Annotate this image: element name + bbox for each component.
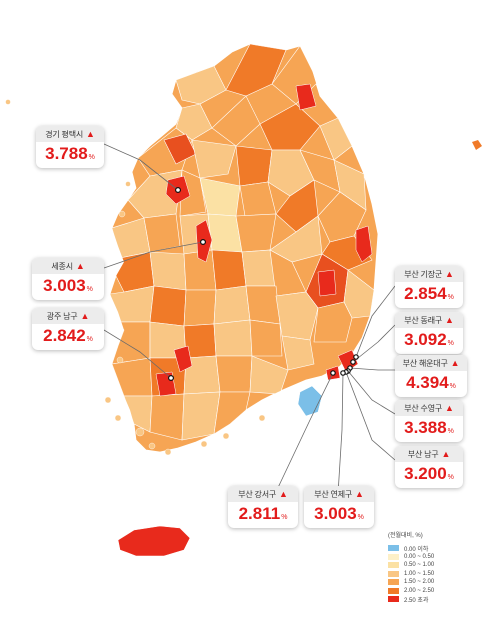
legend-swatch: [388, 545, 399, 552]
callout-region: 부산 강서구: [238, 490, 277, 499]
callout-busan-namgu: 부산 남구 ▲ 3.200%: [395, 446, 463, 488]
callout-busan-haeundae: 부산 해운대구 ▲ 4.394%: [395, 355, 467, 397]
legend-item: 1.50 ~ 2.00: [388, 578, 484, 587]
callout-value: 2.811: [238, 504, 281, 523]
up-arrow-icon: ▲: [86, 129, 95, 139]
up-arrow-icon: ▲: [441, 449, 451, 459]
callout-value: 3.092: [404, 330, 447, 349]
islands: [5, 99, 266, 456]
legend-title: (전월대비, %): [388, 533, 423, 539]
up-arrow-icon: ▲: [80, 311, 90, 321]
legend-swatch: [388, 553, 399, 560]
legend-swatch: [388, 587, 399, 594]
legend-swatch: [388, 579, 399, 586]
callout-value: 3.003: [314, 504, 357, 523]
up-arrow-icon: ▲: [445, 403, 454, 413]
legend-item: 2.00 ~ 2.50: [388, 587, 484, 596]
callout-region: 부산 기장군: [404, 270, 443, 279]
callout-value: 2.854: [404, 284, 447, 303]
legend-swatch: [388, 596, 399, 603]
up-arrow-icon: ▲: [279, 489, 288, 499]
callout-sejong: 세종시 ▲ 3.003%: [32, 258, 104, 300]
legend-item: 0.00 ~ 0.50: [388, 553, 484, 562]
callout-region: 부산 수영구: [404, 404, 443, 413]
callout-value: 3.388: [404, 418, 447, 437]
legend-swatch: [388, 570, 399, 577]
legend-item: 2.50 초과: [388, 595, 484, 604]
callout-value: 3.003: [43, 276, 86, 295]
callout-busan-gangseo: 부산 강서구 ▲ 2.811%: [228, 486, 298, 528]
callout-pyeongtaek: 경기 평택시 ▲ 3.788%: [36, 126, 104, 168]
up-arrow-icon: ▲: [75, 261, 85, 271]
legend-item: 0.00 이하: [388, 544, 484, 553]
legend-item: 1.00 ~ 1.50: [388, 570, 484, 579]
up-arrow-icon: ▲: [355, 489, 364, 499]
ulleung-island: [472, 140, 482, 150]
legend-swatch: [388, 562, 399, 569]
callout-value: 3.788: [45, 144, 88, 163]
callout-region: 경기 평택시: [45, 130, 84, 139]
callout-gwangju-namgu: 광주 남구 ▲ 2.842%: [32, 308, 104, 350]
legend-items: 0.00 이하 0.00 ~ 0.50 0.50 ~ 1.00 1.00 ~ 1…: [388, 544, 484, 604]
up-arrow-icon: ▲: [450, 358, 460, 368]
callout-region: 세종시: [51, 262, 73, 271]
callout-region: 광주 남구: [46, 312, 78, 321]
callout-busan-dongnae: 부산 동래구 ▲ 3.092%: [395, 312, 463, 354]
up-arrow-icon: ▲: [445, 269, 454, 279]
callout-value: 2.842: [43, 326, 86, 345]
callout-busan-suyeong: 부산 수영구 ▲ 3.388%: [395, 400, 463, 442]
location-markers: [168, 187, 359, 382]
district-regions: [110, 44, 375, 441]
callout-busan-gijang: 부산 기장군 ▲ 2.854%: [395, 266, 463, 308]
decline-area: [297, 385, 323, 417]
callout-region: 부산 동래구: [404, 316, 443, 325]
jeju-island: [117, 525, 191, 557]
callout-region: 부산 남구: [407, 450, 439, 459]
callout-value: 3.200: [404, 464, 447, 483]
legend-item: 0.50 ~ 1.00: [388, 561, 484, 570]
map-legend: (전월대비, %) 0.00 이하 0.00 ~ 0.50 0.50 ~ 1.0…: [388, 530, 484, 604]
callout-region: 부산 해운대구: [402, 359, 448, 368]
callout-region: 부산 연제구: [314, 490, 353, 499]
up-arrow-icon: ▲: [445, 315, 454, 325]
callout-busan-yeonje: 부산 연제구 ▲ 3.003%: [304, 486, 374, 528]
leader-lines: [103, 143, 396, 495]
callout-value: 4.394: [406, 373, 449, 392]
